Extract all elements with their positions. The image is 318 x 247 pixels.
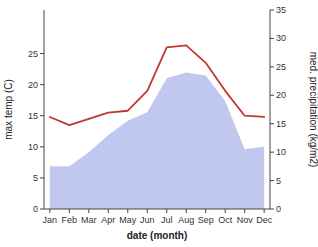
x-tick-label: Nov — [237, 215, 254, 225]
y2-tick-label: 30 — [276, 33, 286, 43]
x-axis-line — [44, 209, 270, 210]
x-axis-title: date (month) — [127, 230, 188, 241]
x-tick — [127, 209, 128, 213]
y-tick — [40, 115, 44, 116]
y2-tick — [270, 38, 274, 39]
x-tick — [225, 209, 226, 213]
y-axis-line — [44, 10, 45, 209]
x-tick — [205, 209, 206, 213]
x-tick-label: Mar — [81, 215, 97, 225]
y2-tick-label: 10 — [276, 147, 286, 157]
y2-tick-label: 25 — [276, 62, 286, 72]
y2-tick — [270, 95, 274, 96]
y2-tick — [270, 10, 274, 11]
x-tick — [69, 209, 70, 213]
y-tick — [40, 209, 44, 210]
x-tick-label: Oct — [218, 215, 233, 225]
y2-tick — [270, 66, 274, 67]
line — [50, 45, 264, 125]
x-tick-label: Feb — [62, 215, 78, 225]
y2-tick — [270, 209, 274, 210]
y-tick — [40, 146, 44, 147]
y-axis-title: max temp (C) — [3, 79, 14, 140]
x-tick-label: Aug — [178, 215, 194, 225]
y-tick-label: 10 — [28, 142, 38, 152]
x-tick — [186, 209, 187, 213]
y2-axis-line — [270, 10, 271, 209]
x-tick-label: Sep — [198, 215, 214, 225]
x-tick — [244, 209, 245, 213]
plot-area — [50, 45, 264, 209]
x-tick — [147, 209, 148, 213]
x-tick — [88, 209, 89, 213]
y-tick-label: 15 — [28, 111, 38, 121]
x-tick-label: Jul — [161, 215, 173, 225]
y-tick-label: 25 — [28, 49, 38, 59]
x-tick — [49, 209, 50, 213]
y2-tick-label: 20 — [276, 90, 286, 100]
y2-tick-label: 35 — [276, 5, 286, 15]
y2-tick — [270, 180, 274, 181]
y-tick — [40, 84, 44, 85]
y-tick-label: 5 — [33, 173, 38, 183]
x-tick — [264, 209, 265, 213]
area — [50, 73, 264, 209]
y2-axis-title: med. precipitation (kg/m2) — [308, 52, 318, 168]
y2-tick-label: 0 — [276, 204, 281, 214]
x-tick-label: Jan — [43, 215, 58, 225]
x-tick — [166, 209, 167, 213]
x-tick-label: Jun — [140, 215, 155, 225]
x-tick — [108, 209, 109, 213]
x-tick-label: Dec — [256, 215, 273, 225]
y2-tick-label: 15 — [276, 119, 286, 129]
y-tick — [40, 177, 44, 178]
x-tick-label: May — [119, 215, 137, 225]
y2-tick — [270, 123, 274, 124]
chart: 051015202505101520253035JanFebMarAprMayJ… — [0, 0, 318, 247]
y-tick-label: 20 — [28, 80, 38, 90]
y-tick-label: 0 — [33, 204, 38, 214]
y2-tick — [270, 152, 274, 153]
x-tick-label: Apr — [101, 215, 115, 225]
y-tick — [40, 53, 44, 54]
y2-tick-label: 5 — [276, 176, 281, 186]
